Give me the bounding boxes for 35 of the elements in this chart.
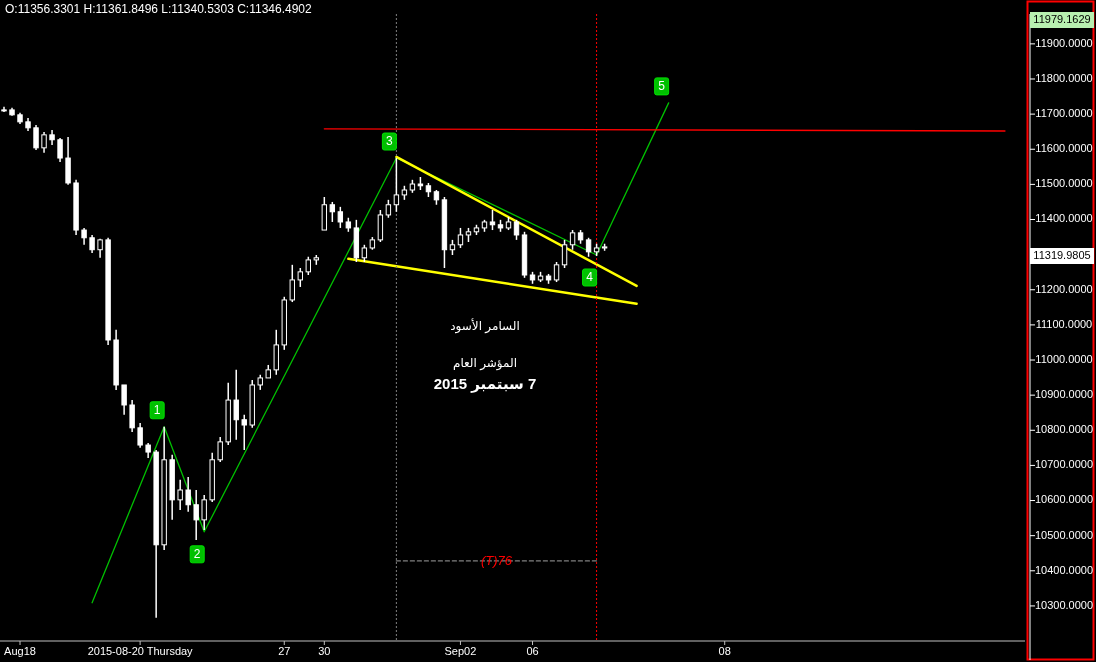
y-tick-label: 10700.0000 bbox=[1034, 458, 1094, 471]
text: 11979.1629 bbox=[1033, 12, 1091, 25]
y-tick-label: 10800.0000 bbox=[1034, 423, 1094, 436]
y-tick-label: 11100.0000 bbox=[1035, 317, 1093, 330]
y-tick-label: 10300.0000 bbox=[1034, 598, 1094, 611]
annotation: O:11356.3301 H:11361.8496 L:11340.5303 C:11346.4902 bbox=[5, 2, 313, 17]
annotation: 7 سبتمبر 2015 bbox=[433, 374, 537, 393]
text: 11319.9805 bbox=[1033, 248, 1091, 261]
y-tick-label: 10600.0000 bbox=[1034, 493, 1094, 506]
annotation: 1 bbox=[153, 402, 161, 417]
y-tick-label: 11400.0000 bbox=[1035, 212, 1093, 225]
y-tick-label: 10400.0000 bbox=[1034, 563, 1094, 576]
y-tick-label: 11900.0000 bbox=[1035, 36, 1093, 49]
annotation: (T)76 bbox=[480, 553, 513, 569]
x-tick-label: 08 bbox=[718, 645, 731, 657]
y-tick-label: 10500.0000 bbox=[1034, 528, 1094, 541]
annotation: 4 bbox=[586, 270, 594, 285]
x-tick-label: 06 bbox=[526, 645, 539, 657]
x-tick-label: Sep02 bbox=[444, 645, 477, 657]
x-tick-label: 27 bbox=[278, 645, 291, 657]
y-tick-label: 11800.0000 bbox=[1035, 71, 1093, 84]
annotation: 2 bbox=[193, 546, 201, 561]
annotation: 5 bbox=[658, 79, 666, 94]
y-tick-label: 11500.0000 bbox=[1035, 177, 1093, 190]
annotation: المؤشر العام bbox=[452, 356, 518, 372]
annotation: السامر الأسود bbox=[450, 318, 520, 335]
y-tick-label: 10900.0000 bbox=[1034, 388, 1094, 401]
y-tick-label: 11700.0000 bbox=[1035, 107, 1093, 120]
x-tick-label: 30 bbox=[318, 645, 331, 657]
x-tick-label: 2015-08-20 Thursday bbox=[87, 645, 194, 657]
y-tick-label: 11600.0000 bbox=[1035, 142, 1093, 155]
annotation: 3 bbox=[386, 134, 394, 149]
y-tick-label: 11200.0000 bbox=[1035, 282, 1093, 295]
x-tick-label: Aug18 bbox=[4, 645, 36, 657]
y-tick-label: 11000.0000 bbox=[1035, 352, 1093, 365]
